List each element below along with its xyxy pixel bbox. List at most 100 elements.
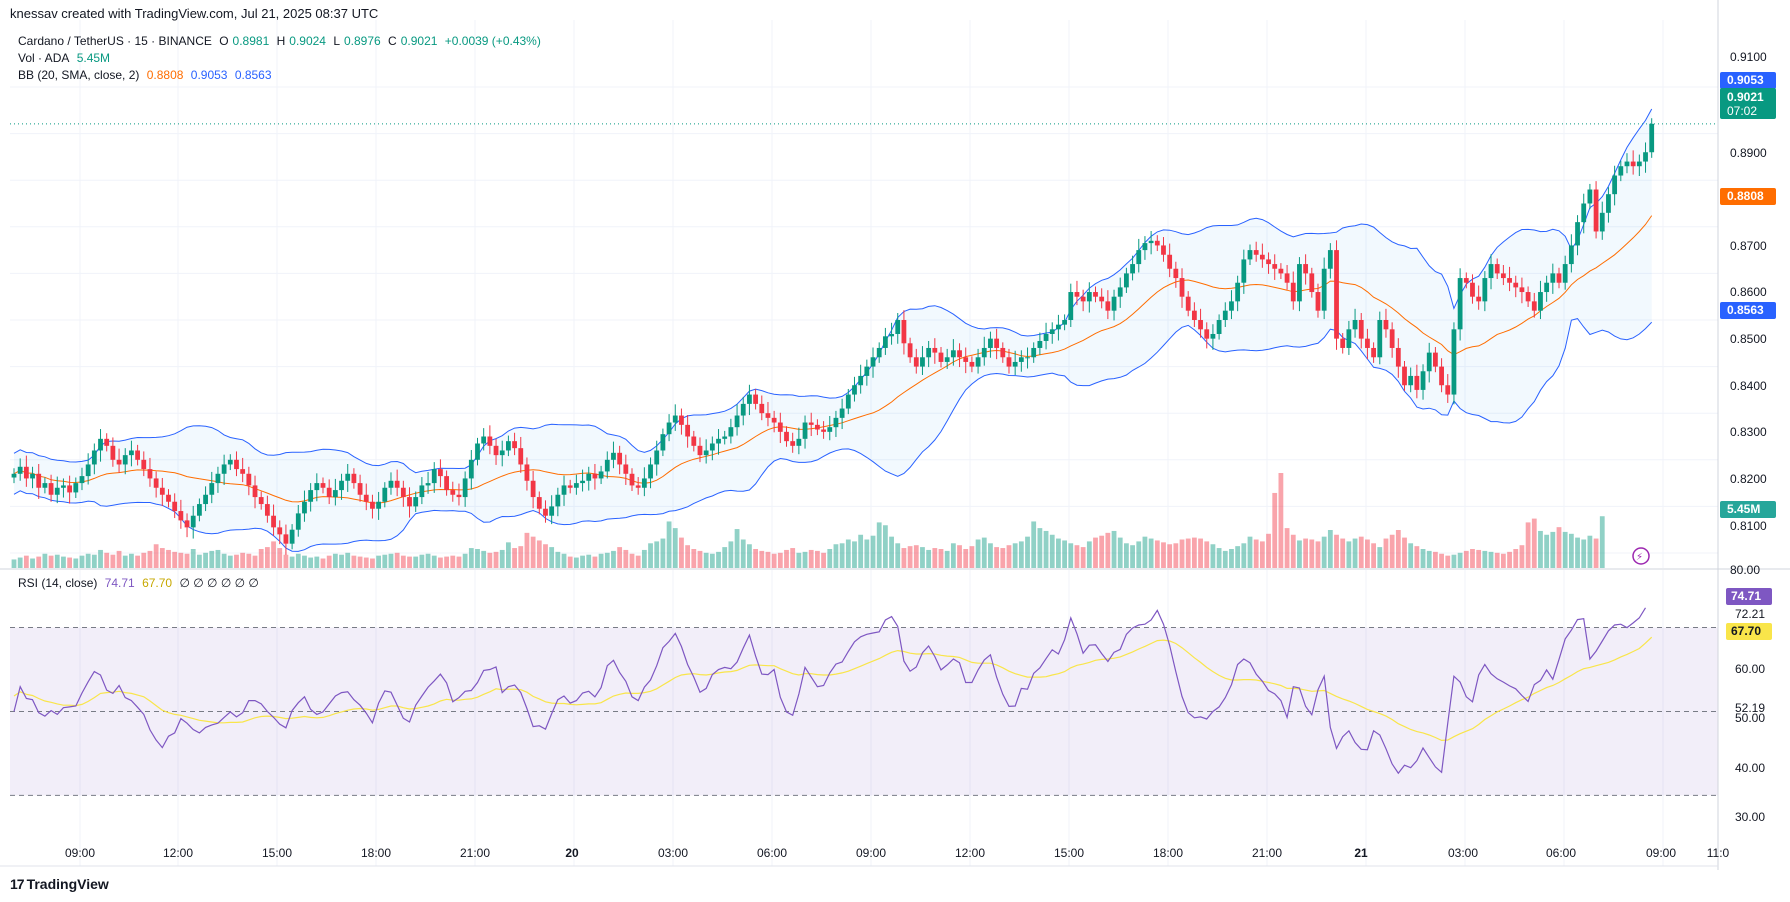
candle[interactable] — [852, 376, 857, 402]
candle[interactable] — [1080, 289, 1086, 312]
price-pane[interactable] — [10, 20, 1718, 568]
candle[interactable] — [747, 384, 752, 416]
candle[interactable] — [166, 489, 171, 508]
candle[interactable] — [1593, 181, 1599, 239]
candle[interactable] — [845, 388, 851, 415]
candle[interactable] — [1408, 367, 1414, 393]
candle[interactable] — [821, 421, 826, 439]
candle[interactable] — [487, 425, 493, 455]
candle[interactable] — [271, 504, 276, 536]
candle[interactable] — [617, 445, 623, 475]
candle[interactable] — [753, 388, 758, 410]
candle[interactable] — [580, 469, 585, 492]
candle[interactable] — [1606, 187, 1611, 223]
candle[interactable] — [147, 457, 153, 487]
candle[interactable] — [660, 428, 666, 457]
candle[interactable] — [42, 477, 48, 494]
candle[interactable] — [1303, 254, 1309, 285]
candle[interactable] — [1198, 308, 1203, 338]
candle[interactable] — [901, 310, 907, 355]
candle[interactable] — [981, 336, 987, 366]
candle[interactable] — [839, 398, 845, 430]
candle[interactable] — [1068, 283, 1074, 327]
candle[interactable] — [326, 479, 332, 505]
candle[interactable] — [1093, 286, 1098, 303]
candle[interactable] — [889, 322, 894, 345]
candle[interactable] — [1309, 267, 1315, 298]
candle[interactable] — [370, 494, 375, 519]
candle[interactable] — [1507, 266, 1512, 292]
candle[interactable] — [277, 520, 283, 545]
candle[interactable] — [518, 436, 524, 473]
candle[interactable] — [1031, 342, 1037, 363]
candle[interactable] — [1266, 252, 1271, 274]
candle[interactable] — [1538, 280, 1543, 320]
candle[interactable] — [679, 408, 684, 435]
candle[interactable] — [1575, 215, 1580, 256]
candle[interactable] — [765, 402, 771, 427]
candle[interactable] — [1482, 271, 1488, 312]
candle[interactable] — [623, 454, 629, 485]
candle[interactable] — [1587, 183, 1593, 210]
candle[interactable] — [1241, 249, 1247, 294]
candle[interactable] — [561, 475, 567, 506]
candle[interactable] — [252, 475, 258, 509]
candle[interactable] — [1043, 322, 1049, 350]
candle[interactable] — [1315, 283, 1321, 318]
candle[interactable] — [407, 487, 412, 518]
candle[interactable] — [48, 474, 54, 502]
candle[interactable] — [697, 437, 703, 463]
candle[interactable] — [1124, 267, 1129, 293]
candle[interactable] — [475, 437, 480, 466]
candle[interactable] — [1494, 258, 1500, 279]
candle[interactable] — [549, 495, 555, 525]
candle[interactable] — [1272, 254, 1278, 280]
candle[interactable] — [36, 463, 42, 499]
candle[interactable] — [629, 468, 635, 492]
candle[interactable] — [1414, 364, 1420, 399]
candle[interactable] — [129, 440, 134, 467]
candle[interactable] — [1383, 308, 1389, 338]
candle[interactable] — [413, 491, 419, 512]
candle[interactable] — [1377, 311, 1383, 365]
candle[interactable] — [790, 432, 796, 453]
candle[interactable] — [351, 468, 357, 489]
candle[interactable] — [1099, 288, 1105, 309]
candle[interactable] — [808, 412, 814, 437]
rsi-pane[interactable] — [10, 570, 1718, 866]
candle[interactable] — [1210, 324, 1216, 350]
candle[interactable] — [1006, 348, 1012, 374]
candle[interactable] — [1544, 275, 1550, 302]
candle[interactable] — [23, 455, 29, 487]
candle[interactable] — [1476, 285, 1482, 310]
candle[interactable] — [456, 483, 462, 506]
candle[interactable] — [1173, 261, 1179, 288]
candle[interactable] — [363, 483, 369, 511]
candle[interactable] — [1105, 290, 1111, 320]
candle[interactable] — [1346, 320, 1352, 355]
candle[interactable] — [1191, 302, 1197, 327]
candle[interactable] — [1389, 322, 1395, 358]
candle[interactable] — [1457, 268, 1463, 341]
candle[interactable] — [1513, 275, 1519, 298]
candle[interactable] — [957, 343, 962, 368]
candle[interactable] — [159, 477, 165, 506]
candle[interactable] — [67, 475, 73, 504]
candle[interactable] — [1018, 350, 1024, 372]
candle[interactable] — [1012, 350, 1018, 375]
candle[interactable] — [864, 359, 870, 386]
candle[interactable] — [870, 347, 876, 378]
candle[interactable] — [1154, 235, 1160, 252]
candle[interactable] — [1136, 238, 1142, 273]
candle[interactable] — [1612, 165, 1618, 206]
candle[interactable] — [258, 491, 264, 510]
candle[interactable] — [598, 465, 604, 485]
candle[interactable] — [950, 339, 956, 366]
candle[interactable] — [1117, 277, 1123, 308]
candle[interactable] — [1371, 342, 1376, 363]
candle[interactable] — [524, 457, 530, 491]
candle[interactable] — [1624, 153, 1630, 174]
candle[interactable] — [573, 474, 579, 495]
candle[interactable] — [672, 404, 678, 431]
candle[interactable] — [104, 433, 110, 452]
